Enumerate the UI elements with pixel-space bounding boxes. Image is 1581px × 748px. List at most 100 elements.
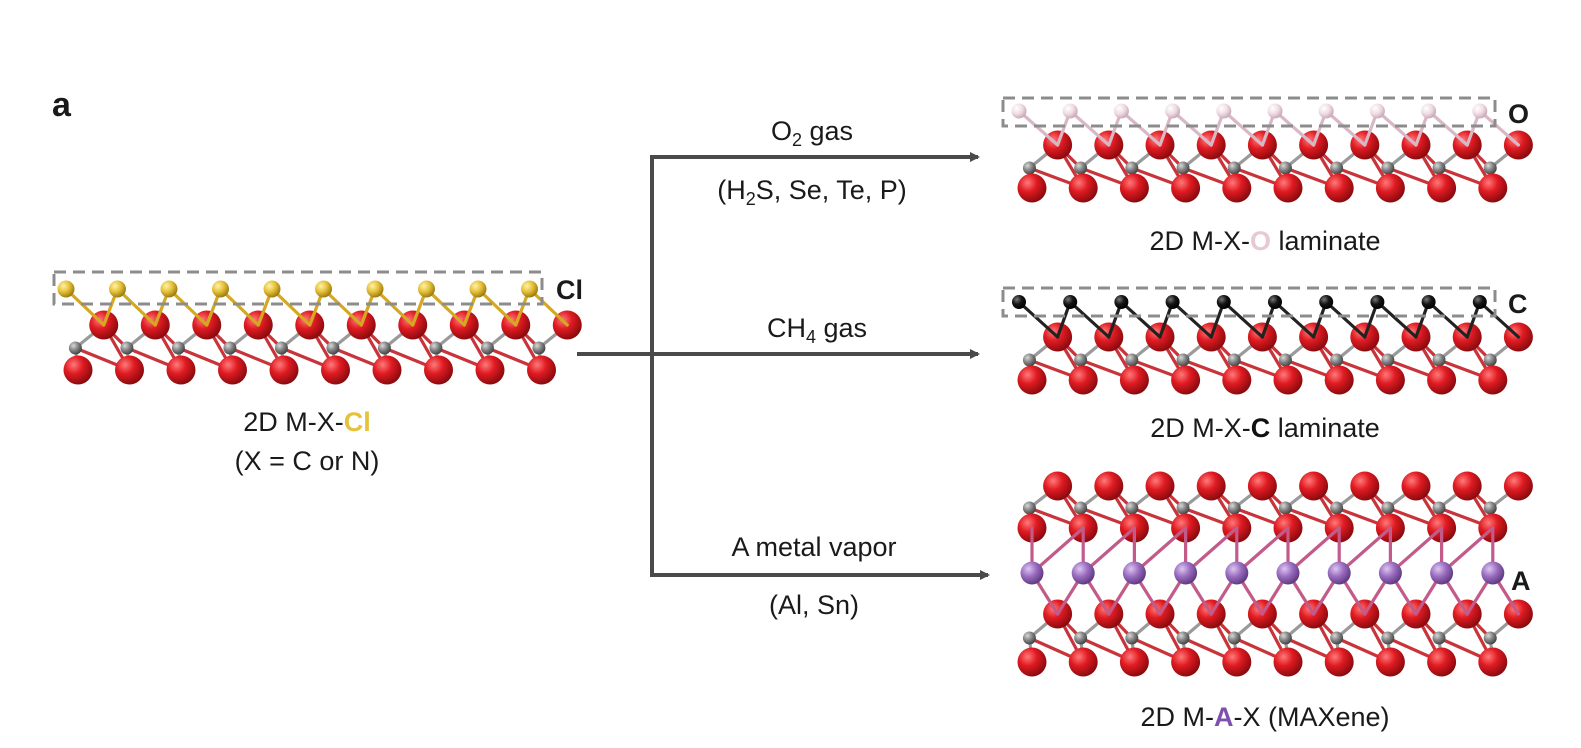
bond bbox=[1324, 300, 1367, 339]
metal-atom bbox=[1222, 365, 1252, 395]
bond bbox=[1017, 300, 1060, 339]
metal-atom bbox=[1478, 173, 1508, 203]
metal-atom bbox=[115, 355, 144, 385]
a-atom bbox=[1225, 561, 1249, 585]
o-atom bbox=[1369, 103, 1385, 119]
metal-atom bbox=[1375, 365, 1405, 395]
bond bbox=[1273, 300, 1316, 339]
x-atom bbox=[1227, 353, 1241, 367]
x-atom bbox=[1074, 161, 1088, 175]
x-atom bbox=[1381, 631, 1395, 645]
x-atom bbox=[1330, 353, 1344, 367]
c-atom bbox=[1216, 295, 1231, 309]
x-atom bbox=[1381, 501, 1395, 515]
cl-atom bbox=[212, 280, 229, 298]
metal-atom bbox=[1222, 173, 1252, 203]
x-atom bbox=[1176, 353, 1190, 367]
x-atom bbox=[1278, 161, 1292, 175]
oxygen-alternatives: (H2S, Se, Te, P) bbox=[717, 175, 907, 209]
x-atom bbox=[1278, 501, 1292, 515]
c-atom bbox=[1472, 295, 1487, 309]
a-atom bbox=[1020, 561, 1044, 585]
c-atom bbox=[1319, 295, 1334, 309]
metal-atom bbox=[1427, 365, 1457, 395]
c-termination-box bbox=[1001, 286, 1497, 318]
metal-atom bbox=[166, 355, 196, 385]
carbide-product-name: 2D M-X-C laminate bbox=[1150, 413, 1380, 443]
c-atom bbox=[1370, 295, 1385, 309]
c-tag: C bbox=[1508, 289, 1528, 319]
a-atom bbox=[1122, 561, 1146, 585]
bond bbox=[321, 287, 363, 327]
x-atom bbox=[171, 341, 185, 355]
x-atom bbox=[1227, 501, 1241, 515]
x-atom bbox=[1176, 631, 1190, 645]
cl-atom bbox=[57, 280, 75, 298]
o-atom bbox=[1421, 103, 1437, 119]
bond bbox=[218, 287, 260, 327]
bond bbox=[1324, 109, 1367, 147]
x-atom bbox=[1074, 353, 1088, 367]
metal-atom bbox=[1119, 173, 1149, 203]
x-atom bbox=[429, 341, 443, 355]
bond bbox=[373, 287, 415, 327]
metal-atom bbox=[63, 355, 93, 385]
cl-termination-box bbox=[52, 270, 544, 306]
metal-atom bbox=[1171, 365, 1201, 395]
c-atom bbox=[1114, 295, 1129, 309]
bond bbox=[1426, 109, 1469, 147]
x-atom bbox=[1074, 501, 1088, 515]
metal-atom bbox=[218, 355, 247, 385]
c-atom bbox=[1165, 295, 1180, 309]
c-atom bbox=[1012, 295, 1026, 309]
bond bbox=[1170, 109, 1213, 147]
a-tag: A bbox=[1511, 566, 1531, 596]
metal-atom bbox=[1299, 471, 1329, 501]
x-atom bbox=[1125, 353, 1139, 367]
bond bbox=[424, 287, 466, 327]
bond bbox=[1478, 109, 1521, 147]
o-atom bbox=[1318, 103, 1334, 119]
x-atom bbox=[1483, 161, 1497, 175]
x-atom bbox=[223, 341, 237, 355]
metal-alternatives: (Al, Sn) bbox=[769, 590, 859, 620]
bond bbox=[64, 287, 106, 327]
metal-atom bbox=[424, 355, 453, 385]
metal-atom bbox=[1452, 471, 1482, 501]
cl-atom bbox=[160, 280, 178, 298]
bond bbox=[167, 287, 209, 327]
metal-atom bbox=[1017, 365, 1047, 395]
x-atom bbox=[1483, 501, 1497, 515]
x-atom bbox=[1022, 501, 1036, 515]
c-atom bbox=[1063, 295, 1078, 309]
x-atom bbox=[1278, 353, 1292, 367]
bond bbox=[1119, 300, 1162, 339]
oxide-laminate-structure bbox=[1011, 103, 1533, 203]
metal-atom bbox=[1375, 647, 1405, 677]
a-atom bbox=[1071, 561, 1095, 585]
oxide-product-name: 2D M-X-O laminate bbox=[1149, 226, 1380, 256]
x-atom bbox=[1022, 161, 1036, 175]
o-atom bbox=[1011, 103, 1027, 119]
c-atom bbox=[1421, 295, 1436, 309]
o-atom bbox=[1113, 103, 1129, 119]
metal-atom bbox=[1478, 647, 1508, 677]
metal-atom bbox=[1068, 647, 1098, 677]
carbide-laminate-structure bbox=[1012, 295, 1533, 395]
x-atom bbox=[120, 341, 134, 355]
x-atom bbox=[1432, 631, 1446, 645]
metal-atom bbox=[1017, 647, 1047, 677]
cl-atom bbox=[366, 280, 384, 298]
x-atom bbox=[68, 341, 82, 355]
bond bbox=[1222, 109, 1265, 147]
o-atom bbox=[1165, 103, 1181, 119]
bond bbox=[1017, 109, 1060, 147]
x-atom bbox=[1483, 353, 1497, 367]
x-atom bbox=[1227, 161, 1241, 175]
bond bbox=[1375, 109, 1418, 147]
bond bbox=[270, 287, 312, 327]
cl-atom bbox=[315, 280, 332, 298]
o-atom bbox=[1472, 103, 1488, 119]
x-atom bbox=[1022, 631, 1036, 645]
x-atom bbox=[1432, 501, 1446, 515]
